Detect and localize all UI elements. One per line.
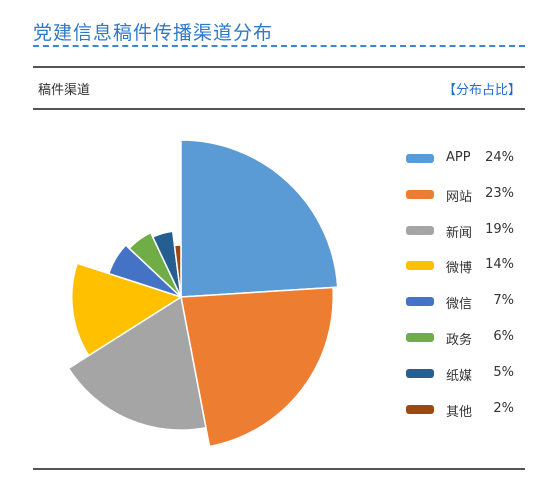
legend-swatch (406, 189, 434, 199)
legend-item: 新闻 19% (403, 220, 533, 242)
pie-slice-4 (108, 244, 182, 298)
legend-swatch (406, 333, 434, 342)
pie-slice-2 (67, 296, 207, 431)
distribution-ratio-link[interactable]: 【分布占比】 (442, 83, 521, 98)
legend-value: 24% (485, 150, 514, 165)
legend-item: APP 24% (403, 148, 533, 170)
legend-item: 网站 23% (403, 184, 533, 206)
panel-top-divider (33, 66, 525, 68)
legend-label: 纸媒 (446, 368, 473, 384)
legend-value: 23% (485, 185, 514, 201)
legend-value: 6% (493, 329, 514, 344)
legend-label: APP (446, 150, 471, 165)
legend-value: 7% (493, 293, 514, 309)
legend-swatch (406, 368, 434, 378)
panel-header-divider (33, 108, 525, 110)
legend-label: 网站 (446, 189, 473, 205)
title-divider (33, 45, 525, 47)
legend-swatch (406, 225, 434, 235)
legend-item: 纸媒 5% (403, 363, 533, 385)
pie-slice-3 (71, 262, 182, 357)
pie-slice-5 (128, 231, 182, 298)
legend-item: 微信 7% (403, 291, 533, 313)
legend-label: 微信 (446, 297, 473, 313)
pie-slice-6 (152, 230, 182, 298)
panel-label: 稿件渠道 (38, 83, 91, 98)
pie-slice-1 (180, 286, 334, 448)
legend-swatch (406, 404, 434, 414)
page-title: 党建信息稿件传播渠道分布 (33, 22, 274, 44)
legend-swatch (406, 297, 434, 307)
legend-value: 19% (485, 221, 514, 237)
legend-item: 微博 14% (403, 255, 533, 277)
legend-label: 其他 (446, 404, 473, 420)
panel-header: 稿件渠道 【分布占比】 (33, 70, 525, 104)
legend-swatch (406, 154, 434, 163)
legend-label: 新闻 (446, 225, 473, 241)
chart-legend: APP 24% 网站 23% 新闻 19% 微博 14% 微信 7% 政务 6% 纸媒 5% 其他 2% (403, 148, 533, 428)
legend-value: 2% (493, 400, 514, 416)
legend-item: 政务 6% (403, 327, 533, 349)
legend-label: 政务 (446, 333, 473, 348)
legend-swatch (406, 261, 434, 271)
pie-slice-7 (173, 244, 182, 298)
legend-value: 14% (485, 257, 514, 273)
legend-value: 5% (493, 364, 514, 380)
legend-label: 微博 (446, 261, 473, 277)
bottom-divider (33, 468, 525, 470)
legend-item: 其他 2% (403, 399, 533, 421)
pie-slice-0 (180, 139, 339, 298)
